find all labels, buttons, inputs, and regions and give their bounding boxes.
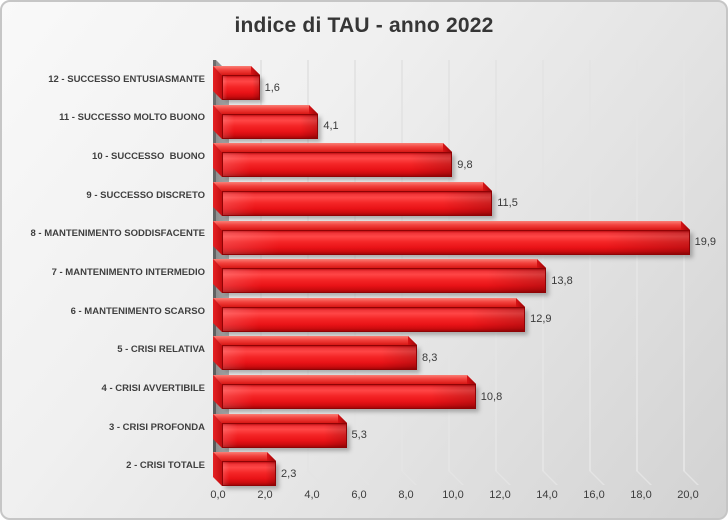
gridline-floor-segment bbox=[683, 471, 699, 485]
category-label: 6 - MANTENIMENTO SCARSO bbox=[70, 305, 205, 317]
x-tick-label: 6,0 bbox=[351, 489, 367, 501]
bar: 9,8 bbox=[213, 143, 473, 178]
bar-top-face bbox=[213, 413, 347, 423]
bar: 13,8 bbox=[213, 259, 573, 294]
category-label: 3 - CRISI PROFONDA bbox=[108, 421, 205, 433]
bar-front-face bbox=[222, 190, 493, 216]
bar-front-face bbox=[222, 345, 418, 371]
bar-value-label: 1,6 bbox=[264, 81, 280, 94]
bar-value-label: 8,3 bbox=[422, 351, 438, 364]
bar-front-face bbox=[222, 422, 347, 448]
bar-top-face bbox=[213, 143, 453, 153]
category-label: 7 - MANTENIMENTO INTERMEDIO bbox=[51, 267, 205, 278]
gridline-floor-segment bbox=[589, 471, 605, 485]
bar-front-face bbox=[222, 113, 319, 139]
x-tick-label: 20,0 bbox=[677, 489, 699, 501]
bar-top-face bbox=[213, 336, 418, 346]
bar-value-label: 5,3 bbox=[351, 429, 367, 442]
x-tick-label: 4,0 bbox=[304, 489, 320, 501]
category-label: 9 - SUCCESSO DISCRETO bbox=[86, 189, 205, 201]
gridline bbox=[636, 60, 638, 471]
bar-top-face bbox=[213, 181, 493, 191]
bar-value-label: 4,1 bbox=[323, 120, 339, 133]
bar-front-face bbox=[222, 461, 277, 487]
bar: 12,9 bbox=[213, 297, 552, 332]
gridline bbox=[589, 60, 591, 471]
bar: 2,3 bbox=[213, 452, 296, 487]
bar-front-face bbox=[222, 229, 690, 255]
bar-top-face bbox=[213, 259, 547, 269]
bar-value-label: 11,5 bbox=[497, 197, 518, 210]
x-tick-label: 10,0 bbox=[442, 489, 464, 501]
gridline-floor-segment bbox=[401, 471, 417, 485]
x-tick-label: 18,0 bbox=[630, 489, 652, 501]
bar-value-label: 2,3 bbox=[281, 467, 297, 480]
x-tick-label: 8,0 bbox=[398, 489, 414, 501]
category-label: 4 - CRISI AVVERTIBILE bbox=[101, 382, 205, 394]
category-label: 5 - CRISI RELATIVA bbox=[117, 344, 205, 356]
bar-front-face bbox=[222, 384, 476, 410]
bar-front-face bbox=[222, 306, 526, 332]
bar: 4,1 bbox=[213, 104, 339, 139]
gridline-floor-segment bbox=[354, 471, 370, 485]
bar-value-label: 19,9 bbox=[694, 236, 717, 249]
bar-front-face bbox=[222, 268, 547, 294]
bar-top-face bbox=[213, 104, 319, 114]
gridline-floor-segment bbox=[542, 471, 558, 485]
x-tick-label: 14,0 bbox=[536, 489, 558, 501]
bar: 10,8 bbox=[213, 375, 502, 410]
gridline-floor-segment bbox=[495, 471, 511, 485]
bar-value-label: 10,8 bbox=[480, 390, 503, 403]
bar-front-face bbox=[222, 75, 260, 100]
category-label: 11 - SUCCESSO MOLTO BUONO bbox=[59, 112, 205, 124]
gridline-floor-segment bbox=[636, 471, 652, 485]
bar: 19,9 bbox=[213, 220, 716, 255]
x-tick-label: 16,0 bbox=[583, 489, 605, 501]
bar-top-face bbox=[213, 220, 690, 230]
category-label: 10 - SUCCESSO BUONO bbox=[92, 151, 205, 163]
chart-title: indice di TAU - anno 2022 bbox=[234, 14, 494, 37]
bar: 8,3 bbox=[213, 336, 437, 371]
gridline bbox=[683, 60, 685, 471]
bar-value-label: 12,9 bbox=[530, 313, 552, 326]
x-tick-label: 0,0 bbox=[210, 489, 226, 501]
category-label: 8 - MANTENIMENTO SODDISFACENTE bbox=[30, 228, 205, 240]
bar: 11,5 bbox=[213, 181, 518, 216]
x-tick-label: 12,0 bbox=[489, 489, 511, 501]
bar-top-face bbox=[213, 297, 526, 307]
category-label: 2 - CRISI TOTALE bbox=[126, 460, 205, 472]
category-label: 12 - SUCCESSO ENTUSIASMANTE bbox=[48, 73, 205, 85]
bar-value-label: 9,8 bbox=[457, 158, 473, 171]
bar: 5,3 bbox=[213, 413, 367, 448]
bar-value-label: 13,8 bbox=[551, 274, 573, 287]
bar: 1,6 bbox=[213, 66, 280, 100]
gridline-floor-segment bbox=[448, 471, 464, 485]
bar-top-face bbox=[213, 375, 476, 385]
gridline-floor-segment bbox=[307, 471, 323, 485]
x-tick-label: 2,0 bbox=[257, 489, 273, 501]
bar-front-face bbox=[222, 152, 453, 178]
